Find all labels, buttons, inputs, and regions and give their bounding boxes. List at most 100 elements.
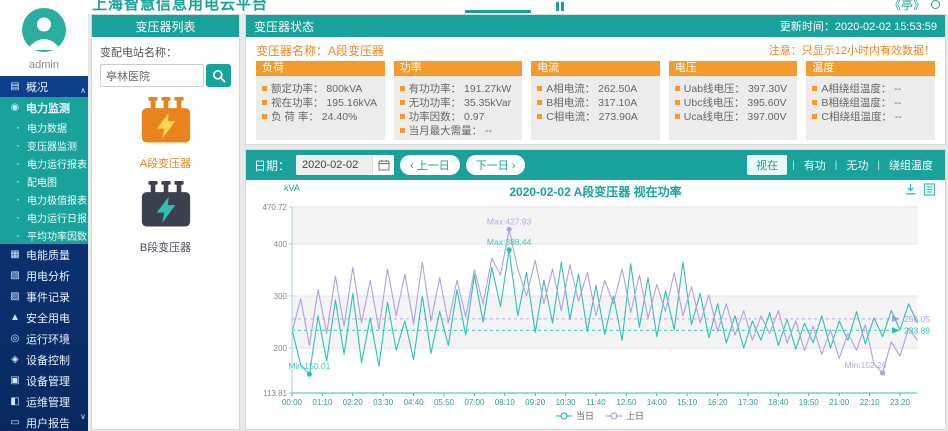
download-icon[interactable] <box>904 183 917 196</box>
sidebar-item-概况[interactable]: ▤ 概况 <box>0 76 88 97</box>
status-metric: 有功功率： 191.27kW <box>399 81 517 95</box>
transformer-item-B段变压器[interactable]: B段变压器 <box>100 181 231 255</box>
next-day-button[interactable]: 下一日 › <box>465 155 526 175</box>
date-input[interactable] <box>296 155 373 175</box>
update-time: 更新时间：2020-02-02 15:53:59 <box>779 21 937 33</box>
bullet-icon <box>812 113 818 119</box>
mode-button-绕组温度[interactable]: 绕组温度 <box>885 155 937 175</box>
transformer-icon <box>141 97 190 143</box>
overview-icon: ▤ <box>10 81 20 92</box>
sidebar-item-用户报告[interactable]: ▭ 用户报告 <box>0 412 88 431</box>
search-button[interactable] <box>206 64 231 87</box>
status-group-body: 有功功率： 191.27kW 无功功率： 35.35kVar 功率因数： 0.97 当… <box>393 76 523 140</box>
sidebar-item-电力极值报表[interactable]: · 电力极值报表 <box>0 190 88 208</box>
transformer-icon <box>141 181 190 227</box>
svg-text:18:40: 18:40 <box>768 398 789 407</box>
sidebar-item-事件记录[interactable]: ▨ 事件记录 <box>0 286 88 307</box>
status-metric: C相绕组温度： -- <box>812 109 929 123</box>
svg-text:05:50: 05:50 <box>434 398 455 407</box>
status-metric: B相电流： 317.10A <box>537 95 654 109</box>
status-header: 变压器状态 <box>254 19 315 34</box>
scroll-up-icon[interactable]: ∧ <box>80 86 86 95</box>
scroll-down-icon[interactable]: ∨ <box>80 412 86 421</box>
mode-separator: | <box>877 159 880 171</box>
bullet-icon: · <box>16 174 20 188</box>
bullet-icon <box>537 99 543 105</box>
bullet-icon <box>537 85 543 91</box>
svg-text:Min:150.01: Min:150.01 <box>288 361 330 371</box>
data-view-icon[interactable] <box>923 183 936 196</box>
user-profile[interactable]: admin <box>0 0 88 76</box>
svg-text:11:40: 11:40 <box>586 398 606 407</box>
svg-text:22:10: 22:10 <box>860 398 881 407</box>
sidebar-item-配电图[interactable]: · 配电图 <box>0 172 88 190</box>
svg-text:15:10: 15:10 <box>677 398 698 407</box>
transformer-item-A段变压器[interactable]: A段变压器 <box>100 97 231 171</box>
bullet-icon <box>262 113 267 119</box>
sidebar-item-运行环境[interactable]: ◎ 运行环境 <box>0 328 88 349</box>
svg-text:08:10: 08:10 <box>495 398 516 407</box>
sidebar-item-label: 电能质量 <box>26 249 70 262</box>
sidebar-item-电力运行报表[interactable]: · 电力运行报表 <box>0 154 88 172</box>
safety-icon: ▲ <box>10 312 20 323</box>
sidebar-item-label: 设备管理 <box>26 375 70 388</box>
svg-text:Max:427.93: Max:427.93 <box>487 216 532 226</box>
sidebar-menu: ▤ 概况 ◉ 电力监测 · 电力数据 · 变压器监测 · 电力运行报表 · 配电图 · 电力极值报表 · 电力… <box>0 76 88 431</box>
station-search-input[interactable] <box>100 64 204 87</box>
svg-text:300: 300 <box>274 292 288 301</box>
transformer-name-label: B段变压器 <box>139 242 192 254</box>
svg-text:23:20: 23:20 <box>890 398 911 407</box>
chart-body: 2020-02-02 A段变压器 视在功率 kVA 256.05 233.89 Ma… <box>246 180 945 429</box>
status-metric: 额定功率： 800kVA <box>262 81 379 95</box>
transformer-list-panel: 变压器列表 变配电站名称： A段变压器 B段变压器 <box>91 14 240 430</box>
svg-text:233.89: 233.89 <box>904 325 930 335</box>
sidebar-item-设备控制[interactable]: ◈ 设备控制 <box>0 349 88 370</box>
status-group-电流: 电流 A相电流： 262.50A B相电流： 317.10A C相电流： 273.90… <box>531 61 660 140</box>
prev-day-button[interactable]: ‹ 上一日 <box>400 155 460 175</box>
event-log-icon: ▨ <box>10 291 20 302</box>
sidebar-item-label: 设备控制 <box>26 354 70 367</box>
sidebar-item-电力监测[interactable]: ◉ 电力监测 <box>0 97 88 118</box>
sidebar-item-运维管理[interactable]: ◧ 运维管理 <box>0 391 88 412</box>
calendar-button[interactable] <box>372 155 395 175</box>
data-notice: 注意：只显示12小时内有效数据！ <box>768 45 935 57</box>
bullet-icon <box>399 127 405 133</box>
status-metric: A相绕组温度： -- <box>812 81 929 95</box>
bullet-icon: · <box>16 156 20 170</box>
svg-text:上日: 上日 <box>626 411 644 421</box>
sidebar-item-用电分析[interactable]: ▧ 用电分析 <box>0 265 88 286</box>
sidebar-item-平均功率因数[interactable]: · 平均功率因数 <box>0 226 88 244</box>
topbar-right-text[interactable]: 《亭》 <box>888 0 925 12</box>
mode-button-有功[interactable]: 有功 <box>800 155 830 175</box>
environment-icon: ◎ <box>10 333 20 344</box>
status-metric: 负 荷 率： 24.40% <box>262 109 379 123</box>
mode-button-无功[interactable]: 无功 <box>842 155 872 175</box>
sidebar-item-label: 概况 <box>26 81 48 94</box>
status-metric: 功率因数： 0.97 <box>399 109 517 123</box>
sidebar-item-label: 配电图 <box>27 177 57 189</box>
sidebar-item-label: 事件记录 <box>26 291 70 304</box>
mode-button-视在[interactable]: 视在 <box>747 155 788 175</box>
chart-title: 2020-02-02 A段变压器 视在功率 <box>509 185 682 199</box>
bullet-icon <box>674 85 680 91</box>
bullet-icon <box>674 99 680 105</box>
chart-toolbar: 日期： ‹ 上一日 下一日 › <box>246 150 945 180</box>
sidebar-item-电力运行日报[interactable]: · 电力运行日报 <box>0 208 88 226</box>
status-group-title: 负荷 <box>256 61 385 76</box>
sidebar-item-label: 运维管理 <box>26 396 70 409</box>
refresh-icon[interactable] <box>931 0 940 9</box>
svg-text:400: 400 <box>274 240 288 249</box>
sidebar-item-电力数据[interactable]: · 电力数据 <box>0 118 88 136</box>
status-metric: 当月最大需量： -- <box>399 123 517 137</box>
bullet-icon <box>537 113 543 119</box>
status-metric: Uca线电压： 397.00V <box>674 109 792 123</box>
sidebar-item-安全用电[interactable]: ▲ 安全用电 <box>0 307 88 328</box>
sidebar-item-设备管理[interactable]: ▣ 设备管理 <box>0 370 88 391</box>
sidebar-item-变压器监测[interactable]: · 变压器监测 <box>0 136 88 154</box>
svg-text:16:20: 16:20 <box>708 398 729 407</box>
bullet-icon: · <box>16 228 20 242</box>
sidebar-item-电能质量[interactable]: ▦ 电能质量 <box>0 244 88 265</box>
y-axis-unit: kVA <box>284 183 300 193</box>
